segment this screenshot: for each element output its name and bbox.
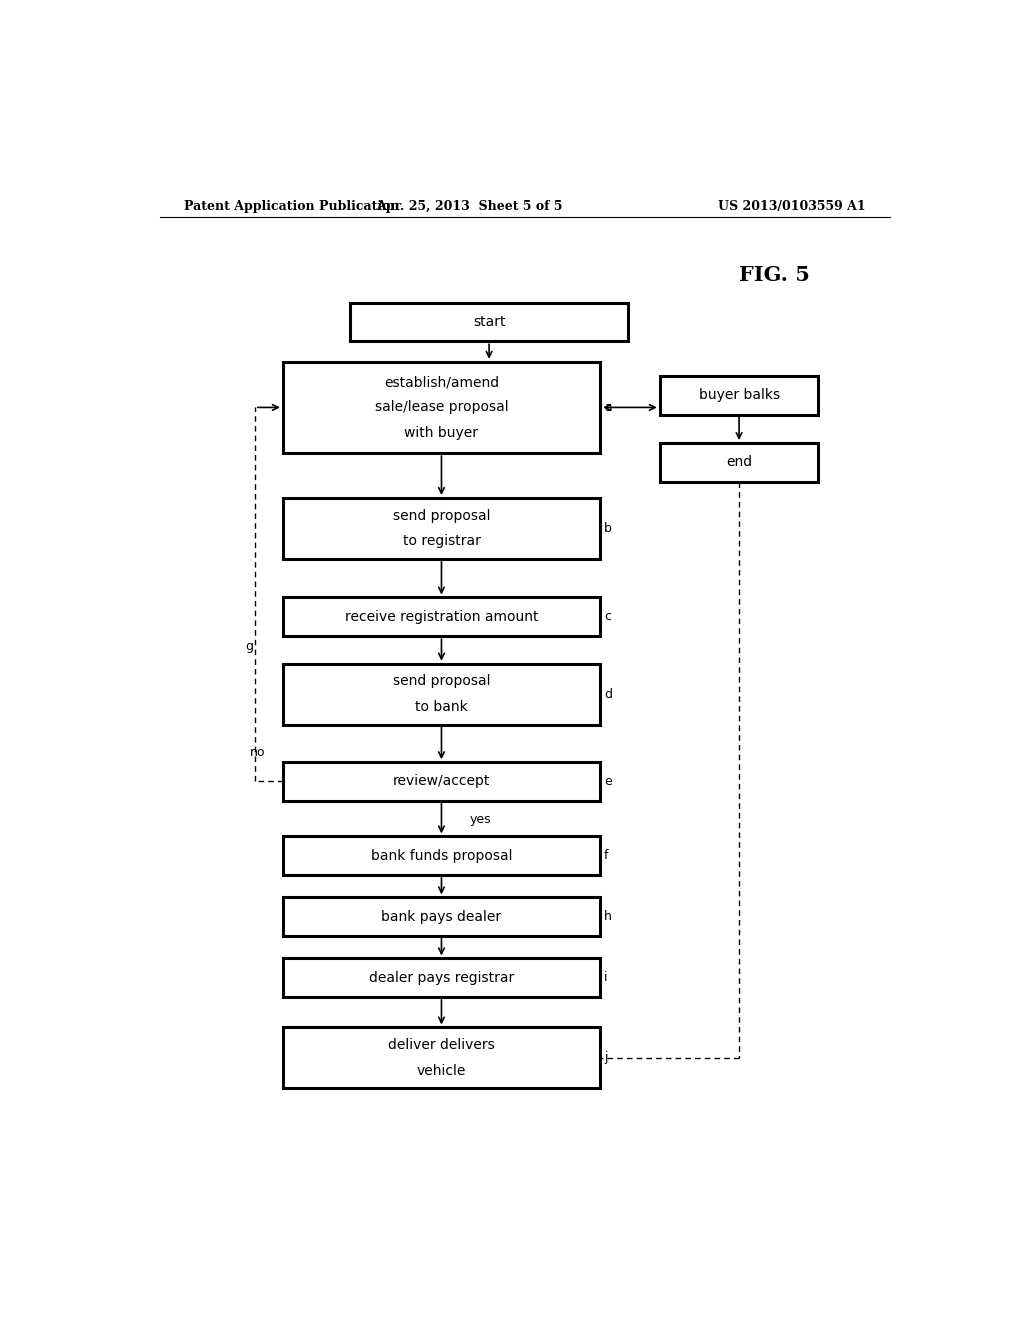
Text: to bank: to bank [415, 700, 468, 714]
Text: e: e [604, 775, 612, 788]
FancyBboxPatch shape [283, 362, 600, 453]
Text: Patent Application Publication: Patent Application Publication [183, 199, 399, 213]
FancyBboxPatch shape [659, 444, 818, 482]
Text: no: no [250, 747, 265, 759]
Text: i: i [604, 972, 607, 985]
Text: end: end [726, 455, 753, 470]
FancyBboxPatch shape [283, 1027, 600, 1089]
Text: start: start [473, 315, 505, 329]
Text: vehicle: vehicle [417, 1064, 466, 1077]
Text: send proposal: send proposal [393, 508, 490, 523]
Text: h: h [604, 909, 612, 923]
FancyBboxPatch shape [350, 302, 628, 342]
Text: to registrar: to registrar [402, 535, 480, 548]
Text: receive registration amount: receive registration amount [345, 610, 539, 624]
Text: US 2013/0103559 A1: US 2013/0103559 A1 [719, 199, 866, 213]
Text: c: c [604, 610, 611, 623]
FancyBboxPatch shape [283, 762, 600, 801]
Text: establish/amend: establish/amend [384, 375, 499, 389]
FancyBboxPatch shape [283, 664, 600, 725]
Text: dealer pays registrar: dealer pays registrar [369, 970, 514, 985]
FancyBboxPatch shape [283, 598, 600, 636]
Text: bank funds proposal: bank funds proposal [371, 849, 512, 863]
Text: yes: yes [469, 813, 490, 825]
Text: FIG. 5: FIG. 5 [739, 265, 810, 285]
Text: sale/lease proposal: sale/lease proposal [375, 400, 508, 414]
Text: j: j [604, 1052, 607, 1064]
FancyBboxPatch shape [659, 376, 818, 414]
Text: review/accept: review/accept [393, 775, 490, 788]
Text: deliver delivers: deliver delivers [388, 1039, 495, 1052]
Text: b: b [604, 521, 612, 535]
Text: f: f [604, 849, 608, 862]
Text: g: g [246, 640, 254, 653]
FancyBboxPatch shape [283, 837, 600, 875]
Text: a: a [604, 401, 612, 414]
FancyBboxPatch shape [283, 498, 600, 558]
Text: bank pays dealer: bank pays dealer [381, 909, 502, 924]
Text: with buyer: with buyer [404, 426, 478, 440]
Text: d: d [604, 688, 612, 701]
Text: buyer balks: buyer balks [698, 388, 779, 403]
Text: Apr. 25, 2013  Sheet 5 of 5: Apr. 25, 2013 Sheet 5 of 5 [376, 199, 562, 213]
FancyBboxPatch shape [283, 958, 600, 997]
FancyBboxPatch shape [283, 898, 600, 936]
Text: send proposal: send proposal [393, 675, 490, 688]
